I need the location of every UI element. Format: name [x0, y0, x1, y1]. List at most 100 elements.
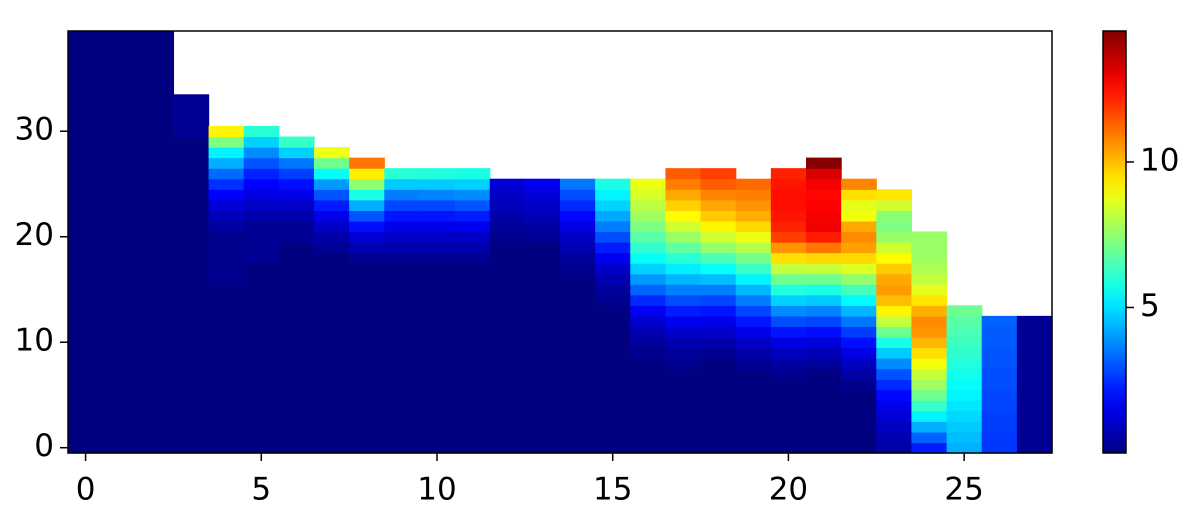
- heatmap-cell: [103, 326, 139, 338]
- heatmap-cell: [911, 347, 948, 359]
- heatmap-cell: [208, 315, 245, 327]
- heatmap-cell: [911, 368, 948, 380]
- heatmap-cell: [278, 220, 315, 233]
- heatmap-cell: [103, 358, 139, 370]
- heatmap-cell: [981, 379, 1018, 391]
- heatmap-cell: [454, 431, 491, 444]
- heatmap-cell: [68, 94, 104, 106]
- heatmap-cell: [700, 263, 737, 275]
- heatmap-cell: [665, 220, 702, 233]
- heatmap-cell: [454, 389, 491, 401]
- heatmap-cell: [314, 431, 350, 444]
- heatmap-cell: [489, 410, 526, 422]
- heatmap-cell: [876, 273, 913, 285]
- heatmap-cell: [208, 284, 245, 296]
- heatmap-cell: [243, 379, 280, 391]
- heatmap-cell: [700, 379, 737, 391]
- heatmap-cell: [665, 168, 702, 180]
- heatmap-cell: [595, 400, 631, 412]
- heatmap-cell: [806, 168, 842, 180]
- y-tick-label: 0: [34, 428, 54, 464]
- heatmap-cell: [595, 389, 631, 401]
- heatmap-cell: [103, 220, 139, 233]
- heatmap-cell: [138, 52, 175, 64]
- heatmap-cell: [138, 326, 175, 338]
- heatmap-cell: [876, 242, 913, 254]
- heatmap-cell: [68, 400, 104, 412]
- heatmap-cell: [700, 305, 737, 317]
- heatmap-cell: [630, 210, 667, 222]
- heatmap-cell: [173, 294, 210, 306]
- heatmap-cell: [349, 220, 385, 233]
- heatmap-cell: [384, 189, 421, 201]
- heatmap-cell: [630, 242, 667, 254]
- heatmap-cell: [454, 252, 491, 264]
- heatmap-cell: [524, 400, 561, 412]
- heatmap-cell: [489, 358, 526, 370]
- heatmap-cell: [630, 358, 667, 370]
- heatmap-cell: [524, 252, 561, 264]
- heatmap-cell: [454, 284, 491, 296]
- heatmap-cell: [735, 231, 772, 243]
- heatmap-cell: [981, 315, 1018, 327]
- heatmap-cell: [419, 336, 456, 349]
- heatmap-cell: [278, 252, 315, 264]
- heatmap-cell: [911, 273, 948, 285]
- heatmap-cell: [103, 284, 139, 296]
- heatmap-cell: [665, 400, 702, 412]
- heatmap-cell: [173, 104, 210, 116]
- heatmap-cell: [173, 199, 210, 211]
- heatmap-cell: [454, 368, 491, 380]
- heatmap-cell: [770, 305, 807, 317]
- heatmap-cell: [349, 242, 385, 254]
- heatmap-cell: [384, 442, 421, 454]
- heatmap-cell: [806, 231, 842, 243]
- heatmap-cell: [243, 231, 280, 243]
- heatmap-cell: [595, 368, 631, 380]
- heatmap-cell: [278, 199, 315, 211]
- heatmap-cell: [876, 379, 913, 391]
- heatmap-cell: [665, 294, 702, 306]
- heatmap-cell: [630, 273, 667, 285]
- heatmap-cell: [700, 347, 737, 359]
- heatmap-cell: [700, 273, 737, 285]
- heatmap-cell: [68, 125, 104, 138]
- heatmap-cell: [665, 284, 702, 296]
- heatmap-cell: [138, 41, 175, 53]
- heatmap-cell: [243, 431, 280, 444]
- heatmap-cell: [243, 400, 280, 412]
- heatmap-cell: [560, 315, 596, 327]
- colorbar: [1102, 30, 1127, 454]
- heatmap-cell: [735, 389, 772, 401]
- heatmap-cell: [841, 305, 877, 317]
- heatmap-cell: [981, 389, 1018, 401]
- heatmap-cell: [384, 199, 421, 211]
- heatmap-cell: [770, 168, 807, 180]
- heatmap-cell: [770, 242, 807, 254]
- heatmap-cell: [103, 41, 139, 53]
- heatmap-cell: [278, 136, 315, 148]
- heatmap-cell: [946, 379, 983, 391]
- heatmap-cell: [138, 358, 175, 370]
- heatmap-cell: [103, 252, 139, 264]
- heatmap-cell: [770, 326, 807, 338]
- heatmap-cell: [208, 220, 245, 233]
- heatmap-cell: [68, 273, 104, 285]
- heatmap-cell: [454, 410, 491, 422]
- heatmap-cell: [770, 421, 807, 433]
- heatmap-cell: [770, 273, 807, 285]
- heatmap-cell: [489, 379, 526, 391]
- heatmap-cell: [103, 410, 139, 422]
- heatmap-cell: [700, 220, 737, 233]
- heatmap-cell: [208, 263, 245, 275]
- heatmap-cell: [524, 368, 561, 380]
- heatmap-cell: [208, 252, 245, 264]
- heatmap-cell: [384, 358, 421, 370]
- heatmap-cell: [278, 273, 315, 285]
- heatmap-cell: [138, 284, 175, 296]
- heatmap-cell: [911, 421, 948, 433]
- heatmap-cell: [630, 336, 667, 349]
- heatmap-cell: [806, 284, 842, 296]
- heatmap-cell: [946, 389, 983, 401]
- heatmap-cell: [454, 315, 491, 327]
